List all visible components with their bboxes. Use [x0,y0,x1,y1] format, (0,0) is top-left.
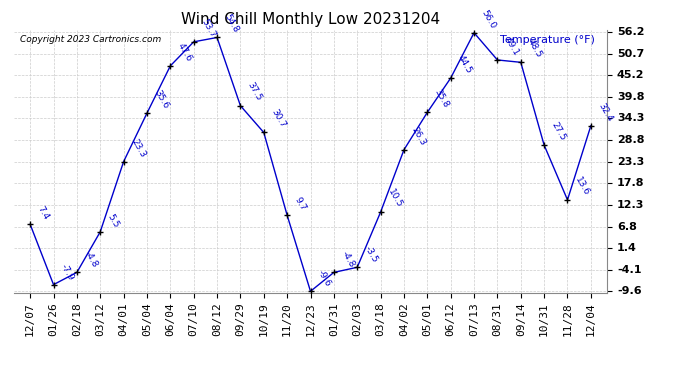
Text: 49.1: 49.1 [503,35,521,57]
Text: 5.5: 5.5 [106,212,121,229]
Text: 32.4: 32.4 [596,101,614,123]
Text: 37.5: 37.5 [246,81,264,103]
Text: -4.8: -4.8 [82,250,99,270]
Text: Temperature (°F): Temperature (°F) [500,35,595,45]
Text: 44.5: 44.5 [456,54,474,75]
Text: -3.5: -3.5 [363,245,380,264]
Text: -9.6: -9.6 [316,269,333,288]
Title: Wind Chill Monthly Low 20231204: Wind Chill Monthly Low 20231204 [181,12,440,27]
Text: 47.6: 47.6 [176,41,194,63]
Text: 35.6: 35.6 [152,88,170,110]
Text: 13.6: 13.6 [573,175,591,197]
Text: -4.8: -4.8 [339,250,356,270]
Text: 56.0: 56.0 [480,8,497,30]
Text: 48.5: 48.5 [526,38,544,60]
Text: 10.5: 10.5 [386,188,404,209]
Text: 7.4: 7.4 [36,205,50,222]
Text: 26.3: 26.3 [409,125,427,147]
Text: 27.5: 27.5 [550,120,567,142]
Text: 53.7: 53.7 [199,17,217,39]
Text: 9.7: 9.7 [293,195,308,213]
Text: -7.9: -7.9 [59,262,76,282]
Text: 54.8: 54.8 [223,13,240,35]
Text: 35.8: 35.8 [433,88,451,109]
Text: 30.7: 30.7 [269,108,287,130]
Text: 23.3: 23.3 [129,137,147,159]
Text: Copyright 2023 Cartronics.com: Copyright 2023 Cartronics.com [20,35,161,44]
